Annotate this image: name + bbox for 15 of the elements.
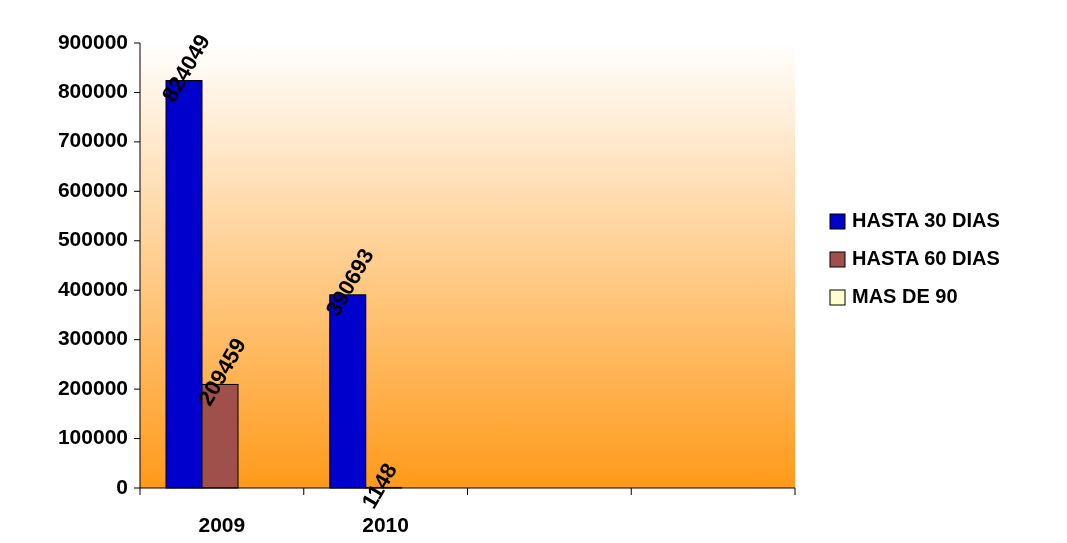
legend-label: MAS DE 90 xyxy=(852,285,958,308)
y-tick-label: 0 xyxy=(116,474,128,498)
y-tick-label: 300000 xyxy=(57,326,128,350)
x-tick-label: 2010 xyxy=(362,513,409,536)
y-tick-label: 700000 xyxy=(57,128,128,152)
legend-label: HASTA 30 DIAS xyxy=(852,209,1000,232)
legend-label: HASTA 60 DIAS xyxy=(852,247,1000,270)
y-tick-label: 900000 xyxy=(57,29,128,53)
y-tick-label: 200000 xyxy=(57,375,128,399)
y-tick-label: 400000 xyxy=(57,276,128,300)
x-tick-label: 2009 xyxy=(198,513,246,536)
y-tick-label: 800000 xyxy=(57,78,128,102)
y-tick-label: 600000 xyxy=(57,177,128,201)
y-tick-label: 100000 xyxy=(57,425,128,449)
y-tick-label: 500000 xyxy=(57,227,128,251)
